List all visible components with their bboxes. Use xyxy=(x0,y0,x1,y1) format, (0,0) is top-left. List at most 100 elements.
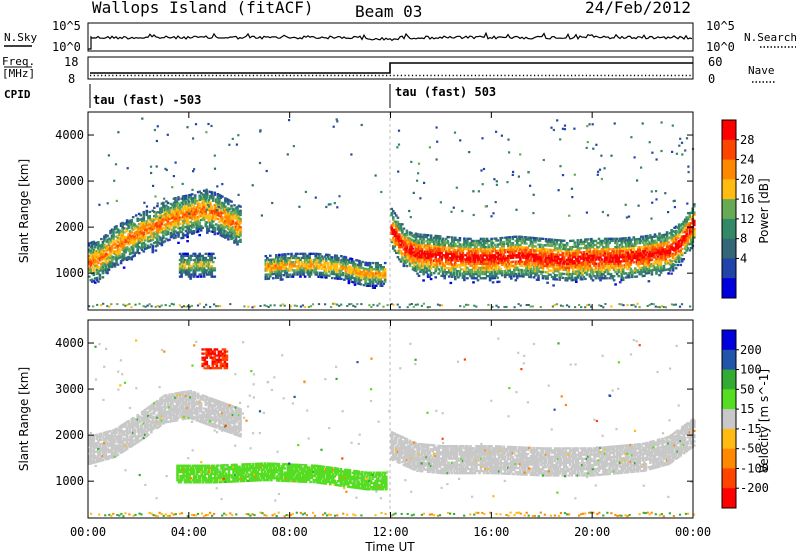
power-cell xyxy=(425,267,428,270)
power-cell xyxy=(425,234,428,237)
power-cell xyxy=(207,258,211,262)
power-cell xyxy=(544,254,548,257)
power-cell xyxy=(172,201,176,204)
power-cell xyxy=(448,248,451,251)
power-cell xyxy=(683,235,687,238)
power-cell xyxy=(106,247,109,250)
power-cell xyxy=(602,239,605,243)
power-cell xyxy=(599,252,602,255)
power-cell xyxy=(516,266,519,269)
power-cell xyxy=(457,276,460,279)
power-cell xyxy=(209,207,212,210)
power-cell xyxy=(204,198,208,201)
power-cell xyxy=(572,268,575,271)
power-cell xyxy=(570,279,574,282)
power-cell xyxy=(434,253,437,256)
power-cell xyxy=(227,217,230,220)
power-cell xyxy=(284,255,287,258)
power-cell xyxy=(591,256,595,259)
power-cell xyxy=(558,257,561,261)
power-cell xyxy=(236,230,239,234)
power-cell xyxy=(587,256,590,260)
power-cell xyxy=(361,271,364,274)
power-cell xyxy=(466,243,469,247)
power-cell xyxy=(578,274,581,277)
power-cell xyxy=(383,268,387,271)
power-cell xyxy=(581,242,584,246)
power-cell xyxy=(218,212,221,215)
power-cell xyxy=(112,264,115,267)
power-cell xyxy=(624,243,628,246)
power-cell xyxy=(670,262,673,265)
power-cell xyxy=(97,257,100,260)
power-cell xyxy=(685,239,688,242)
power-cell xyxy=(341,263,345,266)
power-cell xyxy=(140,223,144,227)
power-cell xyxy=(230,223,233,226)
power-cell xyxy=(441,272,445,276)
power-cell xyxy=(199,254,203,257)
power-cell xyxy=(284,263,287,266)
power-cell xyxy=(423,244,427,247)
power-cell xyxy=(195,208,198,211)
power-cell xyxy=(147,240,150,243)
power-cell xyxy=(677,244,681,247)
power-cell xyxy=(89,268,93,271)
power-cell xyxy=(350,272,354,275)
power-cell xyxy=(457,249,460,252)
power-cell xyxy=(576,261,580,265)
power-cell xyxy=(127,255,130,259)
power-cell xyxy=(510,242,513,245)
power-cell xyxy=(680,243,684,246)
power-cell xyxy=(493,268,496,271)
power-cell xyxy=(467,272,471,276)
power-cell xyxy=(585,240,589,243)
power-cell xyxy=(134,251,138,254)
power-cell xyxy=(565,242,569,245)
power-cell xyxy=(405,229,409,232)
power-cell xyxy=(187,202,191,205)
power-cell xyxy=(115,260,118,263)
power-cell xyxy=(526,265,530,268)
power-cell xyxy=(499,243,502,246)
power-cell xyxy=(139,230,142,233)
power-cell xyxy=(476,250,480,253)
power-cell xyxy=(419,254,422,257)
power-cell xyxy=(556,270,560,273)
power-cell xyxy=(494,264,498,267)
power-cell xyxy=(346,258,349,261)
power-cell xyxy=(446,254,450,257)
power-cell xyxy=(596,250,599,253)
power-cell xyxy=(128,221,132,225)
power-cell xyxy=(531,243,534,246)
power-cell xyxy=(618,270,622,273)
power-cell xyxy=(395,226,398,230)
power-cell xyxy=(193,261,197,264)
power-cell xyxy=(215,212,218,216)
power-cell xyxy=(95,270,99,273)
power-cell xyxy=(154,236,158,240)
power-cell xyxy=(89,262,93,265)
power-cell xyxy=(665,260,669,263)
power-cell xyxy=(154,218,158,221)
power-cell xyxy=(88,242,91,245)
power-cell xyxy=(225,198,229,201)
power-cell xyxy=(410,240,413,243)
power-cell xyxy=(635,252,639,255)
power-cell xyxy=(635,269,639,272)
power-cell xyxy=(693,219,696,222)
power-cell xyxy=(233,231,236,234)
power-cell xyxy=(131,240,135,244)
power-cell xyxy=(224,234,227,237)
power-cell xyxy=(193,258,197,262)
power-cell xyxy=(463,243,466,246)
power-cell xyxy=(562,262,566,265)
power-cell xyxy=(603,277,607,280)
power-cell xyxy=(652,264,655,267)
power-cell xyxy=(195,267,198,270)
power-cell xyxy=(686,247,690,250)
power-cell xyxy=(399,250,403,253)
power-cell xyxy=(410,248,413,251)
power-cell xyxy=(688,234,692,237)
power-cell xyxy=(685,218,688,221)
